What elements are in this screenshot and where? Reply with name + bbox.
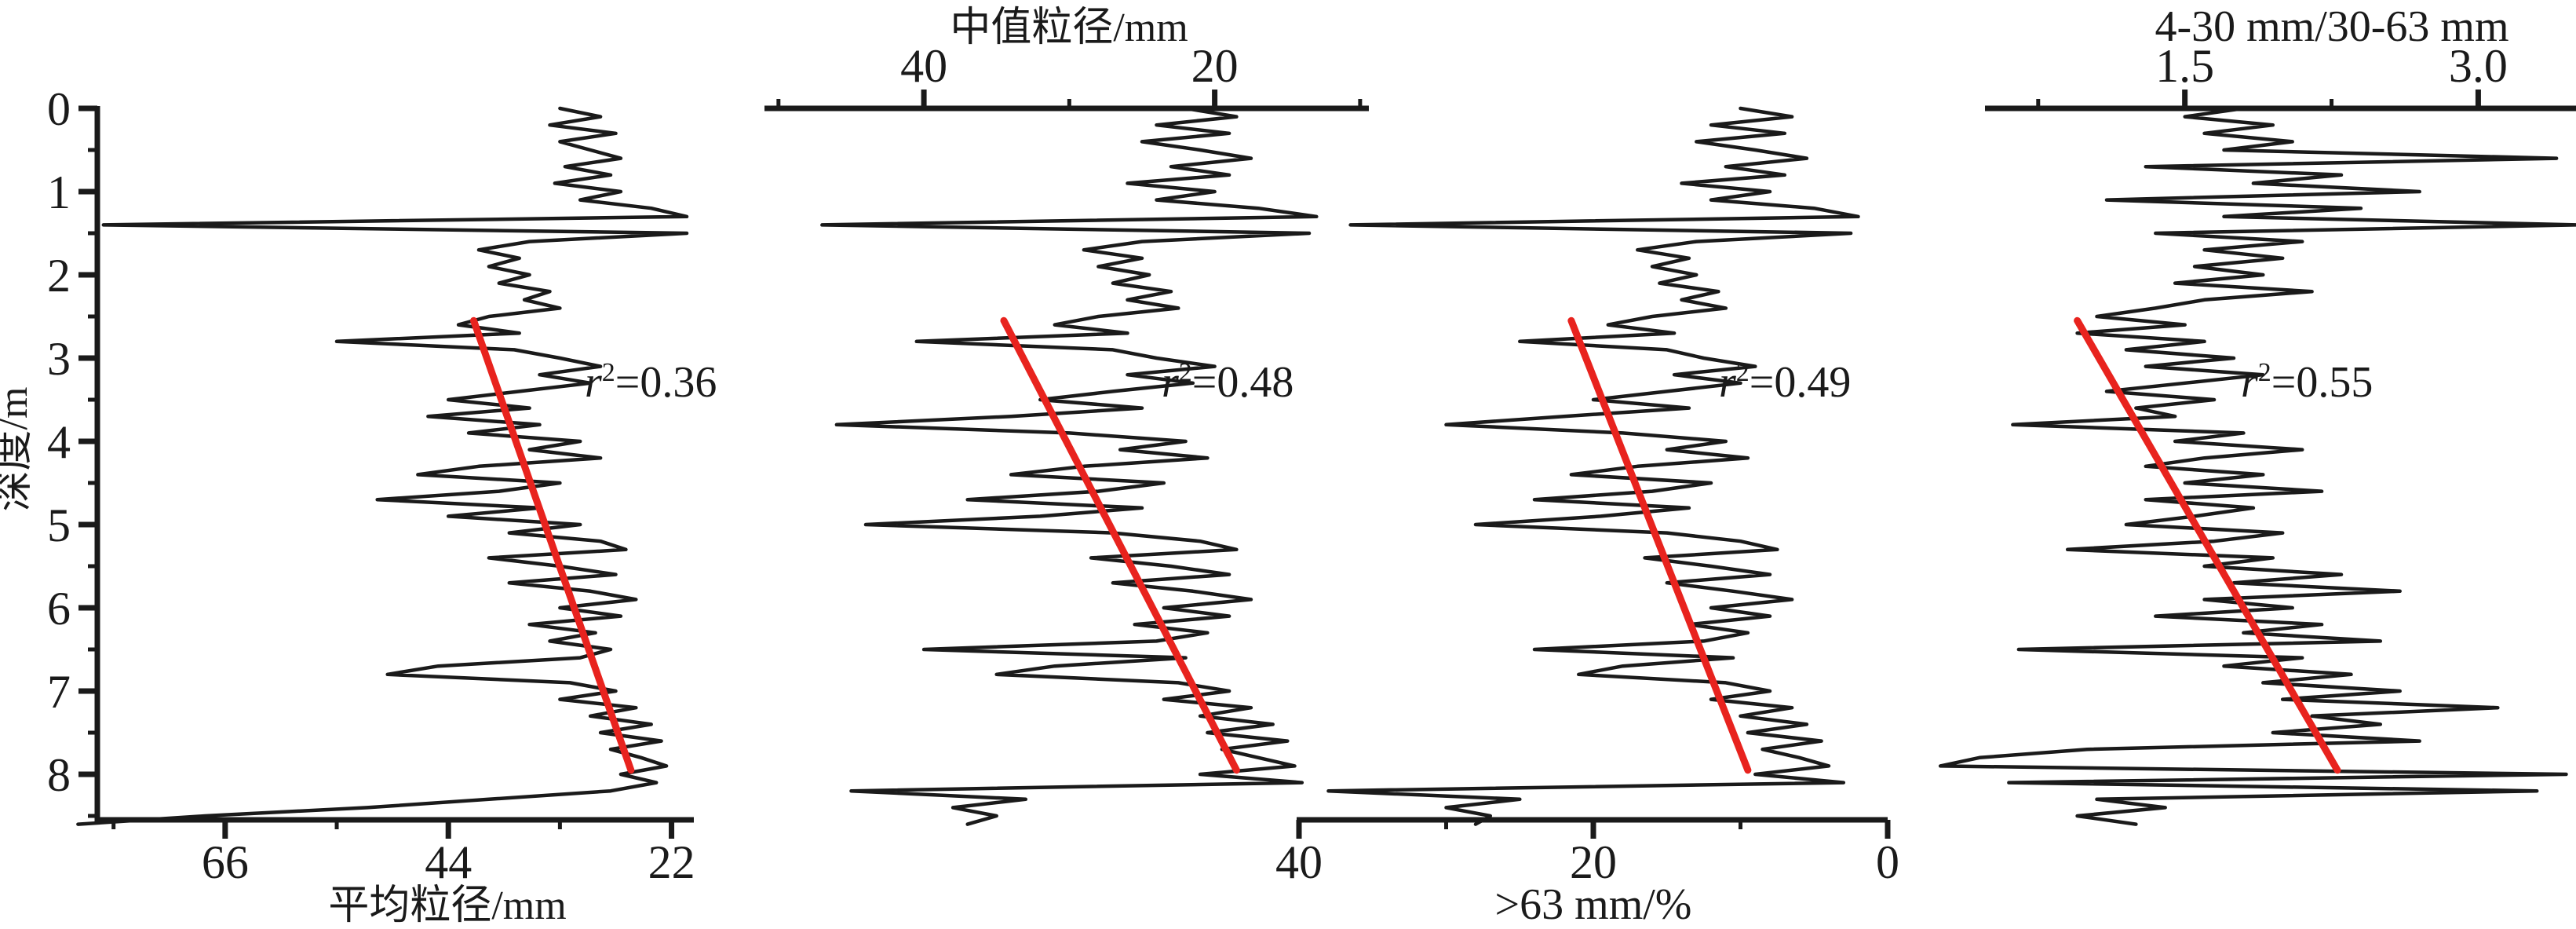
depth-tick-label: 1: [47, 166, 71, 218]
depth-tick-label: 2: [47, 250, 71, 302]
value-tick-label: 66: [202, 836, 249, 888]
depth-tick-label: 6: [47, 583, 71, 635]
panel-median-grain-size: 40 20: [764, 40, 1369, 826]
depth-axis-title: 深度/m: [0, 387, 36, 512]
panel1-axis-title: 平均粒径/mm: [328, 883, 566, 928]
depth-tick-label: 5: [47, 499, 71, 551]
panel3-axis-title: >63 mm/%: [1495, 880, 1692, 929]
panel3-r2-annotation: r2=0.49: [1719, 358, 1851, 407]
panel4-axis-title: 4-30 mm/30-63 mm: [2155, 2, 2508, 51]
value-tick-label: 44: [425, 836, 472, 888]
trend-line: [2074, 316, 2341, 774]
value-tick-label: 0: [1876, 836, 1899, 888]
panel2-axis-title: 中值粒径/mm: [950, 5, 1188, 50]
value-tick-label: 22: [648, 836, 695, 888]
panel2-r2-annotation: r2=0.48: [1162, 358, 1293, 407]
value-tick-label: 1.5: [2155, 40, 2214, 92]
value-tick-label: 3.0: [2449, 40, 2508, 92]
panel4-r2-annotation: r2=0.55: [2241, 358, 2373, 407]
profile-curve: [1326, 106, 1860, 826]
trend-line: [1000, 316, 1240, 774]
depth-tick-label: 7: [47, 666, 71, 718]
profile-curve: [76, 106, 689, 826]
depth-tick-label: 3: [47, 333, 71, 385]
depth-axis: 0 1 2 3 4 5 6 7 8: [47, 83, 100, 822]
depth-tick-label: 4: [47, 416, 71, 468]
value-tick-label: 40: [900, 40, 947, 92]
trend-line: [470, 316, 635, 774]
chart-render-root: 0 1 2 3 4 5 6 7 8 66 44 22 40 20 40 20 0 1.5 3.0: [47, 40, 2576, 888]
panel-gt63mm-percent: 40 20 0: [1275, 106, 1899, 888]
depth-tick-label: 8: [47, 749, 71, 801]
value-tick-label: 40: [1275, 836, 1323, 888]
profile-curve: [1938, 106, 2576, 826]
panel1-r2-annotation: r2=0.36: [585, 358, 717, 407]
value-tick-label: 20: [1570, 836, 1617, 888]
panel-mean-grain-size: 66 44 22: [76, 106, 695, 888]
depth-tick-label: 0: [47, 83, 71, 135]
value-tick-label: 20: [1191, 40, 1239, 92]
panel-ratio-4-30-over-30-63: 1.5 3.0: [1938, 40, 2576, 826]
trend-line: [1567, 316, 1752, 774]
profile-curve: [820, 106, 1319, 826]
